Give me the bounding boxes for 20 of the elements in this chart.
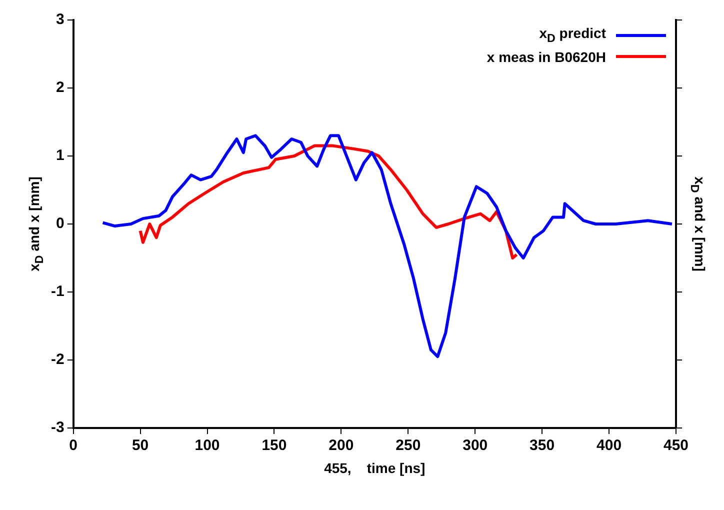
y-tick-label: -1 bbox=[50, 283, 64, 300]
x-tick-label: 250 bbox=[396, 437, 421, 454]
x-tick-label: 350 bbox=[530, 437, 555, 454]
x-tick-label: 200 bbox=[328, 437, 354, 454]
y-tick-label: 1 bbox=[56, 147, 64, 164]
y-tick-label: 3 bbox=[56, 11, 64, 28]
legend-label: x$_{D}$ predict bbox=[539, 24, 606, 47]
y-tick-label: -2 bbox=[50, 351, 64, 368]
legend-label: x meas in B0620H bbox=[486, 48, 606, 66]
y-tick-label: 0 bbox=[56, 215, 64, 232]
x-tick-label: 400 bbox=[596, 437, 622, 454]
x-tick-label: 450 bbox=[663, 437, 689, 454]
x-axis-title: 455, time [ns] bbox=[324, 460, 426, 476]
y-tick-label: -3 bbox=[50, 419, 64, 436]
x-tick-label: 0 bbox=[69, 437, 78, 454]
x-tick-label: 100 bbox=[194, 437, 220, 454]
y-tick-label: 2 bbox=[56, 79, 64, 96]
x-tick-label: 50 bbox=[132, 437, 149, 454]
x-tick-label: 300 bbox=[462, 437, 488, 454]
x-tick-label: 150 bbox=[262, 437, 287, 454]
